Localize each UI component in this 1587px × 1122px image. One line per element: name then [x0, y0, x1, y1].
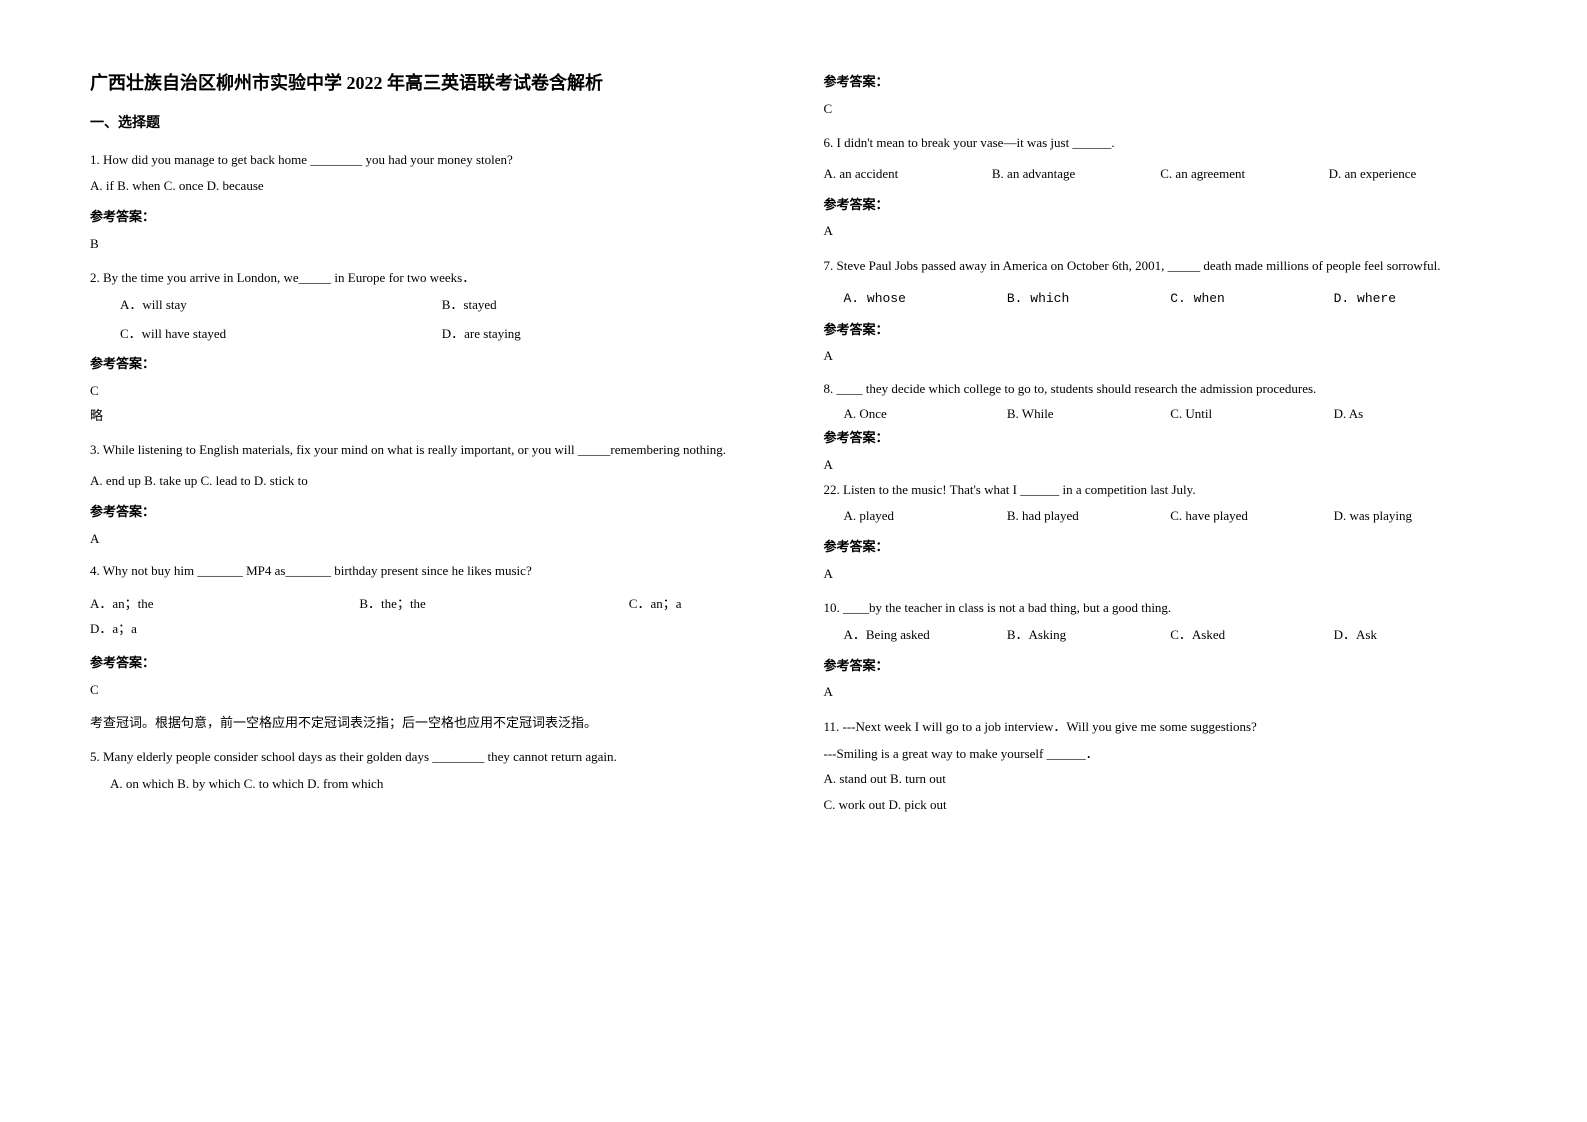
question-6-options: A. an accident B. an advantage C. an agr…: [824, 162, 1498, 187]
option-d: D．Ask: [1334, 623, 1497, 648]
question-9-answer: A: [824, 562, 1498, 587]
option-b: B. While: [1007, 402, 1170, 427]
option-c: C. have played: [1170, 504, 1333, 529]
option-d: D. As: [1334, 402, 1497, 427]
question-5: 5. Many elderly people consider school d…: [90, 745, 764, 770]
question-10-answer: A: [824, 680, 1498, 705]
question-8-options: A. Once B. While C. Until D. As: [824, 402, 1498, 427]
question-3-options: A. end up B. take up C. lead to D. stick…: [90, 469, 764, 494]
question-11-options-line2: C. work out D. pick out: [824, 793, 1498, 818]
option-a: A. whose: [844, 287, 1007, 312]
option-b: B．stayed: [442, 293, 764, 318]
option-b: B．Asking: [1007, 623, 1170, 648]
page-title: 广西壮族自治区柳州市实验中学 2022 年高三英语联考试卷含解析: [90, 70, 764, 97]
question-1-options: A. if B. when C. once D. because: [90, 174, 764, 199]
option-a: A. an accident: [824, 162, 992, 187]
question-11-options-line1: A. stand out B. turn out: [824, 767, 1498, 792]
question-2-options: A．will stay B．stayed C．will have stayed …: [90, 293, 764, 346]
question-5-options: A. on which B. by which C. to which D. f…: [90, 772, 764, 797]
option-d: D. where: [1334, 287, 1497, 312]
option-d: D．a；a: [90, 617, 292, 642]
question-4: 4. Why not buy him _______ MP4 as_______…: [90, 559, 764, 584]
answer-label: 参考答案：: [824, 318, 1498, 343]
option-a: A. played: [844, 504, 1007, 529]
option-c: C. Until: [1170, 402, 1333, 427]
answer-label: 参考答案：: [824, 654, 1498, 679]
option-a: A．Being asked: [844, 623, 1007, 648]
section-header: 一、选择题: [90, 111, 764, 138]
question-5-answer: C: [824, 97, 1498, 122]
question-3: 3. While listening to English materials,…: [90, 438, 764, 463]
question-10-options: A．Being asked B．Asking C．Asked D．Ask: [824, 623, 1498, 648]
question-6-answer: A: [824, 219, 1498, 244]
question-7: 7. Steve Paul Jobs passed away in Americ…: [824, 254, 1498, 279]
question-8-answer: A: [824, 453, 1498, 478]
option-d: D. was playing: [1334, 504, 1497, 529]
question-7-answer: A: [824, 344, 1498, 369]
page-container: 广西壮族自治区柳州市实验中学 2022 年高三英语联考试卷含解析 一、选择题 1…: [90, 70, 1497, 820]
option-b: B．the；the: [359, 592, 628, 617]
right-column: 参考答案： C 6. I didn't mean to break your v…: [824, 70, 1498, 820]
option-b: B. an advantage: [992, 162, 1160, 187]
option-a: A．will stay: [120, 293, 442, 318]
option-d: D. an experience: [1329, 162, 1497, 187]
option-c: C．Asked: [1170, 623, 1333, 648]
answer-label: 参考答案：: [824, 535, 1498, 560]
question-11-line2: ---Smiling is a great way to make yourse…: [824, 742, 1498, 767]
question-4-options: A．an；the B．the；the C．an；a D．a；a: [90, 592, 764, 641]
question-8: 8. ____ they decide which college to go …: [824, 377, 1498, 402]
option-c: C．an；a: [629, 592, 764, 617]
option-a: A．an；the: [90, 592, 359, 617]
question-7-options: A. whose B. which C. when D. where: [824, 287, 1498, 312]
answer-label: 参考答案：: [824, 426, 1498, 451]
question-2-answer: C: [90, 379, 764, 404]
left-column: 广西壮族自治区柳州市实验中学 2022 年高三英语联考试卷含解析 一、选择题 1…: [90, 70, 764, 820]
question-9-options: A. played B. had played C. have played D…: [824, 504, 1498, 529]
question-2: 2. By the time you arrive in London, we_…: [90, 266, 764, 291]
answer-label: 参考答案：: [824, 193, 1498, 218]
question-6: 6. I didn't mean to break your vase—it w…: [824, 131, 1498, 156]
question-10: 10. ____by the teacher in class is not a…: [824, 596, 1498, 621]
question-1-answer: B: [90, 232, 764, 257]
question-9: 22. Listen to the music! That's what I _…: [824, 478, 1498, 503]
question-4-note: 考查冠词。根据句意，前一空格应用不定冠词表泛指；后一空格也应用不定冠词表泛指。: [90, 711, 764, 736]
answer-label: 参考答案：: [90, 500, 764, 525]
answer-label: 参考答案：: [90, 651, 764, 676]
question-4-answer: C: [90, 678, 764, 703]
option-c: C. when: [1170, 287, 1333, 312]
answer-label: 参考答案：: [824, 70, 1498, 95]
question-2-note: 略: [90, 404, 764, 429]
question-1: 1. How did you manage to get back home _…: [90, 148, 764, 173]
question-11-line1: 11. ---Next week I will go to a job inte…: [824, 715, 1498, 740]
option-b: B. had played: [1007, 504, 1170, 529]
option-a: A. Once: [844, 402, 1007, 427]
answer-label: 参考答案：: [90, 352, 764, 377]
option-b: B. which: [1007, 287, 1170, 312]
option-d: D．are staying: [442, 322, 764, 347]
option-c: C. an agreement: [1160, 162, 1328, 187]
question-3-answer: A: [90, 527, 764, 552]
answer-label: 参考答案：: [90, 205, 764, 230]
option-c: C．will have stayed: [120, 322, 442, 347]
